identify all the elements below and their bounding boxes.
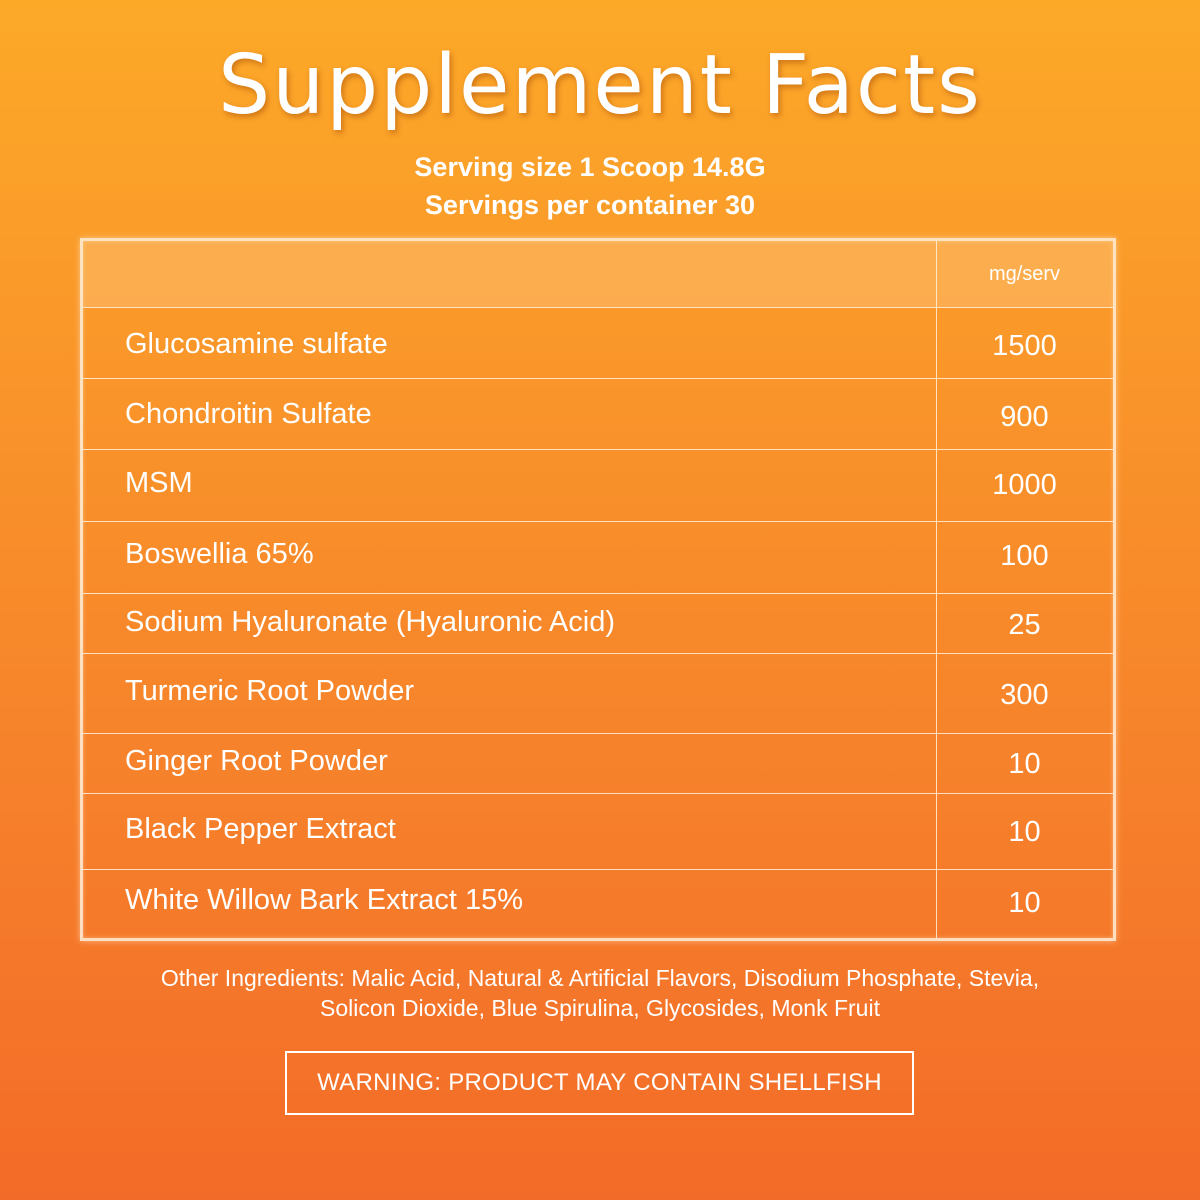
ingredient-amount: 1000	[992, 469, 1057, 501]
ingredient-name: MSM	[125, 467, 193, 499]
ingredient-amount: 100	[1000, 540, 1049, 572]
other-ingredients-line-2: Solicon Dioxide, Blue Spirulina, Glycosi…	[320, 995, 880, 1021]
ingredient-amount: 10	[1008, 887, 1041, 919]
supplement-facts-table: mg/serv Glucosamine sulfate 1500 Chondro…	[80, 238, 1116, 941]
ingredient-amount: 900	[1000, 401, 1049, 433]
table-row: Ginger Root Powder 10	[83, 733, 1113, 793]
ingredient-name: Ginger Root Powder	[125, 745, 388, 777]
ingredient-name: Turmeric Root Powder	[125, 675, 415, 707]
ingredient-amount: 300	[1000, 679, 1049, 711]
servings-per-container: Servings per container 30	[424, 190, 756, 220]
table-row: Glucosamine sulfate 1500	[83, 307, 1113, 378]
table-row: White Willow Bark Extract 15% 10	[83, 869, 1113, 938]
ingredient-name: Black Pepper Extract	[125, 813, 396, 845]
serving-size: Serving size 1 Scoop 14.8G	[414, 152, 766, 182]
table-header-row: mg/serv	[83, 241, 1113, 307]
ingredient-name: Sodium Hyaluronate (Hyaluronic Acid)	[125, 606, 615, 638]
warning-box: WARNING: PRODUCT MAY CONTAIN SHELLFISH	[285, 1051, 914, 1115]
ingredient-name: Glucosamine sulfate	[125, 328, 388, 360]
unit-header: mg/serv	[988, 263, 1061, 285]
table-row: Boswellia 65% 100	[83, 521, 1113, 593]
ingredient-amount: 10	[1008, 816, 1041, 848]
table-row: Sodium Hyaluronate (Hyaluronic Acid) 25	[83, 593, 1113, 653]
page-title: Supplement Facts	[218, 38, 982, 133]
table-row: Chondroitin Sulfate 900	[83, 378, 1113, 449]
ingredient-amount: 25	[1008, 609, 1041, 641]
other-ingredients-line-1: Other Ingredients: Malic Acid, Natural &…	[160, 965, 1040, 991]
ingredient-amount: 1500	[992, 330, 1057, 362]
column-divider	[936, 241, 937, 938]
table-row: MSM 1000	[83, 449, 1113, 521]
table-row: Turmeric Root Powder 300	[83, 653, 1113, 733]
ingredient-name: Boswellia 65%	[125, 538, 314, 570]
table-row: Black Pepper Extract 10	[83, 793, 1113, 869]
ingredient-amount: 10	[1008, 748, 1041, 780]
ingredient-name: White Willow Bark Extract 15%	[125, 884, 524, 916]
ingredient-name: Chondroitin Sulfate	[125, 398, 372, 430]
